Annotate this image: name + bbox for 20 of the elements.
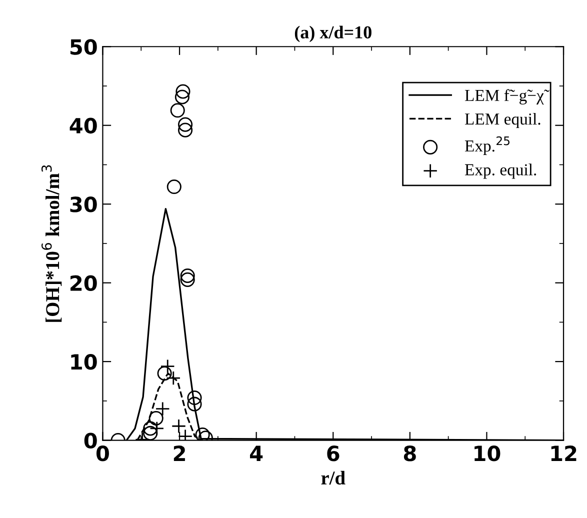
legend-label: LEM equil. — [464, 112, 540, 128]
x-axis-title: r/d — [321, 470, 346, 485]
x-tick-label: 10 — [474, 446, 500, 462]
y-tick-label: 20 — [70, 275, 97, 292]
chart-title: (a) x/d=10 — [294, 26, 372, 42]
x-tick-label: 8 — [404, 446, 416, 462]
y-tick-label: 50 — [70, 39, 97, 55]
y-tick-label: 0 — [84, 432, 97, 449]
x-tick-label: 2 — [174, 446, 185, 461]
x-tick-label: 0 — [96, 446, 109, 462]
legend-label: Exp.$^{25}$ — [464, 136, 510, 155]
x-tick-label: 6 — [327, 446, 340, 462]
y-axis-title: [OH]*10$^{6}$ kmol/m$^{3}$ — [41, 165, 62, 322]
x-tick-label: 12 — [551, 446, 576, 461]
legend-label: LEM f̃−g̃−χ̃ — [464, 89, 550, 105]
y-tick-label: 30 — [70, 196, 97, 212]
y-tick-label: 10 — [71, 354, 97, 370]
legend-label: Exp. equil. — [464, 164, 536, 179]
y-tick-label: 40 — [70, 118, 97, 134]
x-tick-label: 4 — [250, 446, 263, 461]
